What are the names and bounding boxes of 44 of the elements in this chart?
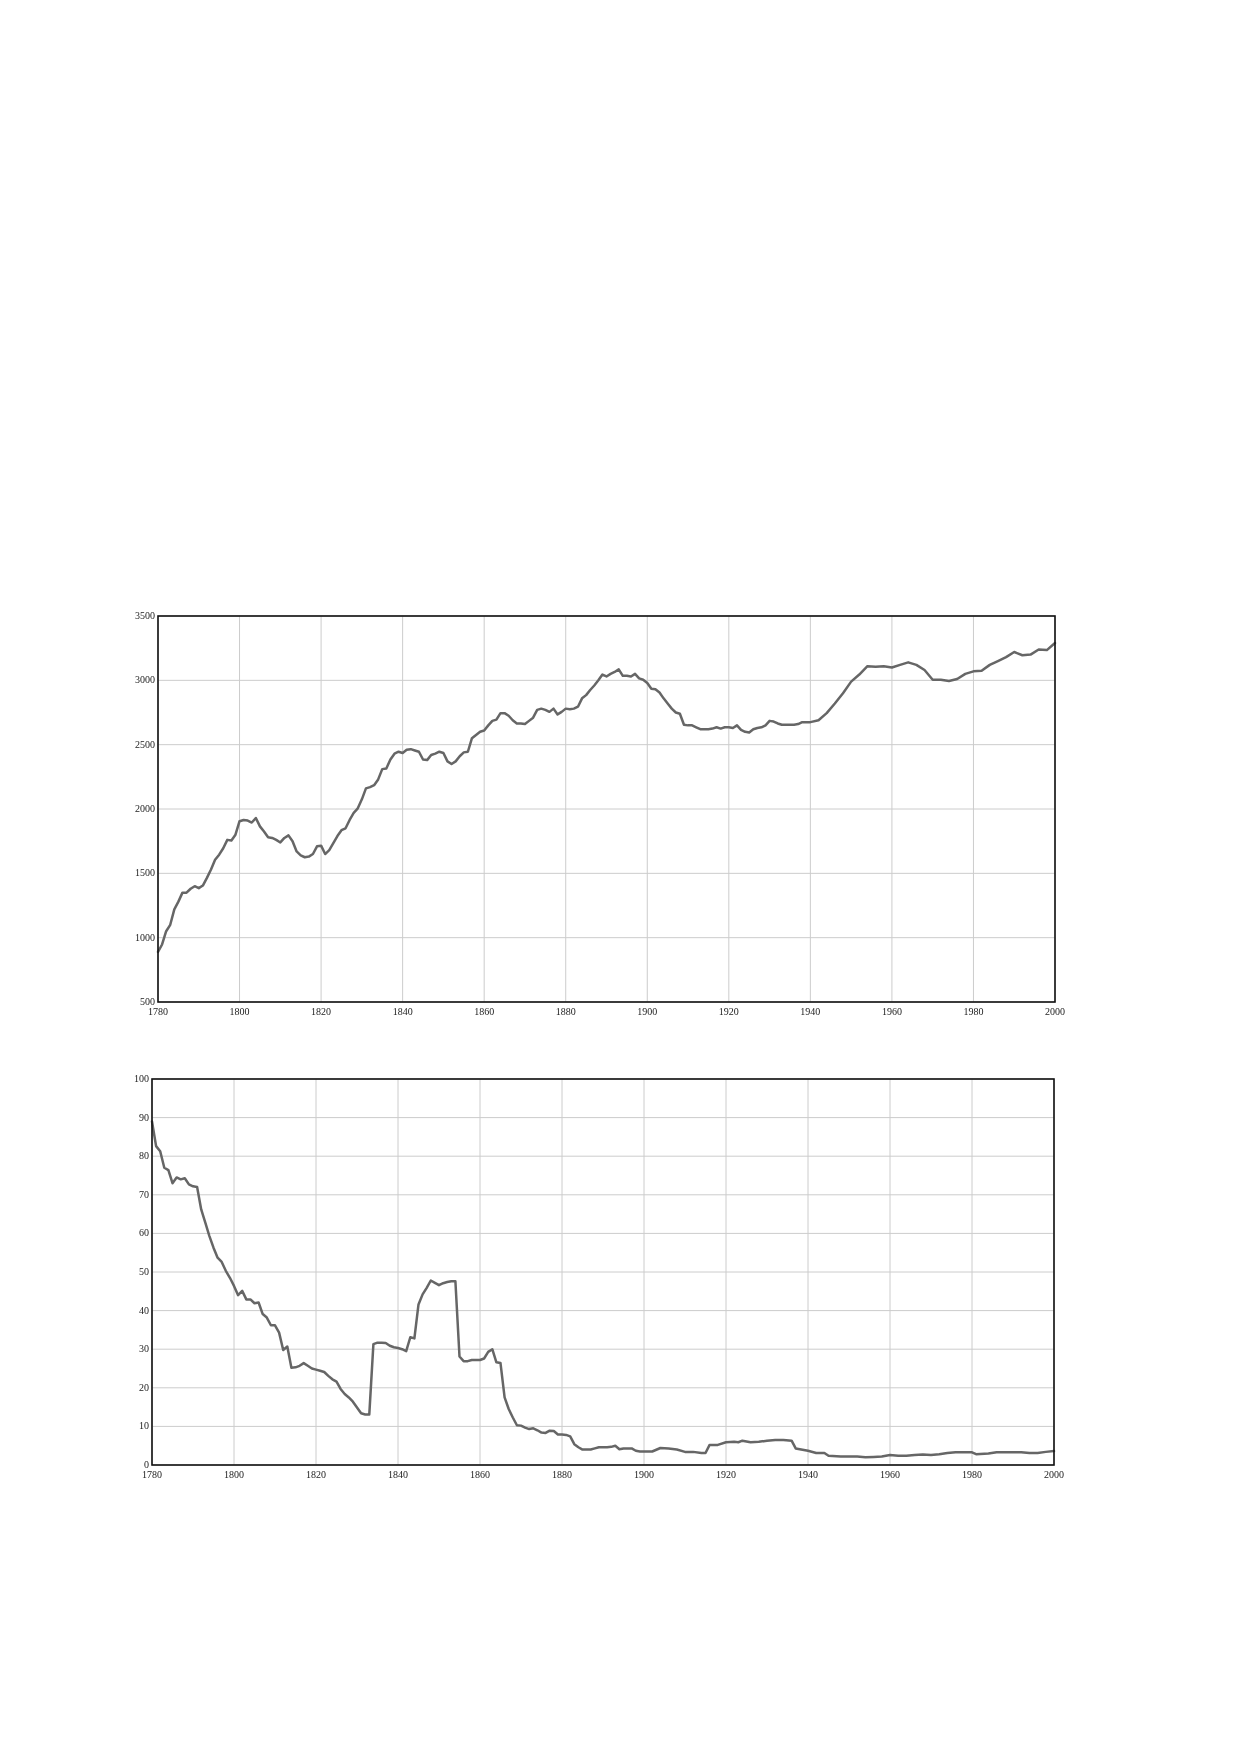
y-tick-label: 40	[139, 1304, 149, 1316]
y-tick-label: 1500	[135, 867, 155, 879]
y-tick-label: 3500	[135, 610, 155, 621]
x-tick-label: 1780	[142, 1469, 162, 1480]
x-tick-label: 1800	[224, 1469, 244, 1480]
y-tick-label: 2000	[135, 803, 155, 814]
y-tick-label: 100	[134, 1073, 149, 1084]
y-tick-label: 10	[139, 1420, 149, 1432]
x-tick-label: 1940	[800, 1006, 821, 1017]
x-tick-label: 1860	[470, 1469, 490, 1480]
y-tick-label: 1000	[135, 931, 155, 943]
x-tick-label: 1880	[552, 1469, 572, 1480]
x-tick-label: 1900	[637, 1006, 658, 1017]
y-tick-label: 60	[139, 1227, 149, 1239]
y-tick-label: 30	[139, 1343, 149, 1355]
x-tick-label: 1840	[392, 1006, 413, 1017]
y-tick-label: 20	[139, 1381, 149, 1393]
x-tick-label: 1780	[148, 1006, 168, 1017]
y-tick-label: 0	[144, 1459, 149, 1470]
y-tick-label: 80	[139, 1150, 149, 1162]
x-tick-label: 1920	[718, 1006, 739, 1017]
y-tick-label: 2500	[135, 738, 155, 750]
x-tick-label: 1960	[881, 1006, 902, 1017]
x-tick-label: 1860	[474, 1006, 495, 1017]
x-tick-label: 1840	[388, 1469, 408, 1480]
x-tick-label: 2000	[1045, 1006, 1065, 1017]
y-tick-label: 3000	[135, 674, 155, 686]
x-tick-label: 1800	[229, 1006, 250, 1017]
x-tick-label: 1960	[880, 1469, 900, 1480]
line-series	[150, 1120, 1056, 1459]
x-tick-label: 1900	[634, 1469, 654, 1480]
x-tick-label: 1880	[555, 1006, 576, 1017]
x-tick-label: 1980	[962, 1469, 982, 1480]
x-tick-label: 1820	[306, 1469, 326, 1480]
line-series	[156, 641, 1057, 954]
x-tick-label: 2000	[1044, 1469, 1064, 1480]
x-tick-label: 1920	[716, 1469, 736, 1480]
x-tick-label: 1980	[963, 1006, 984, 1017]
y-tick-label: 70	[139, 1188, 149, 1200]
y-tick-label: 90	[139, 1111, 149, 1123]
x-tick-label: 1820	[311, 1006, 332, 1017]
x-tick-label: 1940	[798, 1469, 818, 1480]
y-tick-label: 500	[140, 996, 155, 1007]
y-tick-label: 50	[139, 1266, 149, 1277]
